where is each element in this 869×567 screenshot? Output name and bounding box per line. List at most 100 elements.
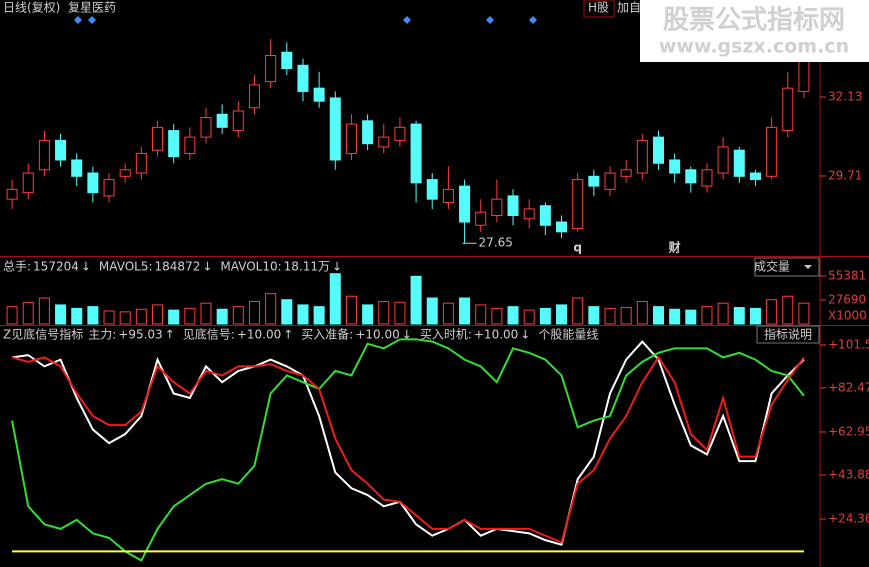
candle-body <box>749 172 761 181</box>
candle-body <box>717 146 729 174</box>
candle-body <box>426 179 438 200</box>
volume-bar <box>766 299 778 325</box>
readout-label: +95.03 <box>118 328 162 342</box>
readout-arrow: ↑ <box>165 328 175 342</box>
candle-body <box>733 149 745 177</box>
volume-bar <box>378 300 390 325</box>
unit-label: X1000 <box>828 309 867 323</box>
candle-body <box>669 159 681 174</box>
readout-arrow: ↓ <box>520 328 530 342</box>
y-tick-label: +101.5 <box>828 337 869 351</box>
readout-name: 买入准备: <box>301 328 353 342</box>
volume-bar <box>265 293 277 325</box>
candle-body <box>216 113 228 128</box>
volume-bar <box>184 307 196 325</box>
y-tick-label: 29.71 <box>828 168 862 182</box>
volume-bar <box>556 304 568 325</box>
candle-body <box>556 221 568 233</box>
volume-button-label[interactable]: 成交量 <box>754 259 790 274</box>
volume-bar <box>685 309 697 325</box>
candle-body <box>119 169 131 177</box>
volume-bar <box>572 297 584 325</box>
volume-bar <box>749 307 761 325</box>
indicator-title: Z见底信号指标 <box>3 327 83 342</box>
y-tick-label: 55381 <box>828 268 866 282</box>
volume-bar <box>394 301 406 325</box>
dropdown-arrow[interactable] <box>804 265 812 269</box>
volume-bar <box>410 275 422 325</box>
volume-bar <box>71 307 83 325</box>
volume-bar <box>135 308 147 325</box>
diamond <box>88 16 96 24</box>
candle-body <box>652 136 664 164</box>
candle-body <box>539 205 551 226</box>
volume-bar <box>442 302 454 325</box>
readout-arrow: ↓ <box>332 260 342 274</box>
candle-body <box>265 55 277 83</box>
volume-bar <box>798 302 810 325</box>
candle-body <box>491 198 503 216</box>
diamond <box>486 16 494 24</box>
volume-bar <box>87 306 99 325</box>
candle-body <box>345 123 357 154</box>
volume-bar <box>200 302 212 325</box>
candle-body <box>588 175 600 187</box>
candle-body <box>378 136 390 148</box>
volume-bar <box>22 301 34 325</box>
signal-diamonds <box>74 16 537 24</box>
volume-bar <box>507 306 519 325</box>
candle-body <box>329 97 341 161</box>
volume-bar <box>329 273 341 325</box>
y-tick-label: 27690 <box>828 292 866 306</box>
tab-label[interactable]: H股 <box>588 1 609 15</box>
candle-body <box>459 185 471 223</box>
candle-body <box>685 169 697 184</box>
volume-button[interactable] <box>754 257 820 277</box>
candle-body <box>38 139 50 171</box>
candle-body <box>6 188 18 200</box>
volume-bar <box>297 304 309 325</box>
volume-bar <box>216 308 228 325</box>
candle-body <box>523 208 535 220</box>
y-tick-label: 32.13 <box>828 89 862 103</box>
readout-label: 18.11万 <box>284 260 330 274</box>
readout-arrow: ↓ <box>202 260 212 274</box>
indicator-button-label[interactable]: 指标说明 <box>764 327 812 342</box>
indicator-button[interactable] <box>756 325 820 344</box>
volume-bar <box>459 297 471 325</box>
candle-body <box>152 126 164 151</box>
candle-body <box>636 139 648 174</box>
volume-bar <box>669 308 681 325</box>
volume-bar <box>6 306 18 325</box>
diamond <box>74 16 82 24</box>
volume-bar <box>475 304 487 325</box>
volume-bar <box>636 300 648 325</box>
readout-label: +10.00 <box>355 328 399 342</box>
readout-name: 个股能量线 <box>538 328 598 342</box>
tab-button[interactable] <box>583 0 615 18</box>
volume-bar <box>701 306 713 325</box>
volume-bar <box>652 306 664 325</box>
stock-name: 复星医药 <box>68 1 116 15</box>
volume-bar <box>523 309 535 325</box>
readout-label: +10.00 <box>237 328 281 342</box>
volume-bar <box>55 304 67 325</box>
chart-title: 日线(复权) <box>3 1 60 15</box>
candle-body <box>782 87 794 132</box>
y-tick-label: +62.95 <box>828 424 869 438</box>
readout-label: 184872 <box>155 260 201 274</box>
candle-body <box>394 126 406 141</box>
volume-bar <box>426 297 438 325</box>
candle-body <box>442 188 454 203</box>
candle-body <box>701 169 713 187</box>
candle-body <box>22 172 34 194</box>
candle-body <box>200 117 212 138</box>
candle-body <box>507 195 519 216</box>
volume-bar <box>604 307 616 325</box>
watermark: 股票公式指标网 <box>663 6 845 36</box>
readout-arrow: ↑ <box>283 328 293 342</box>
y-tick-label: +82.47 <box>828 380 869 394</box>
candle-body <box>410 123 422 184</box>
